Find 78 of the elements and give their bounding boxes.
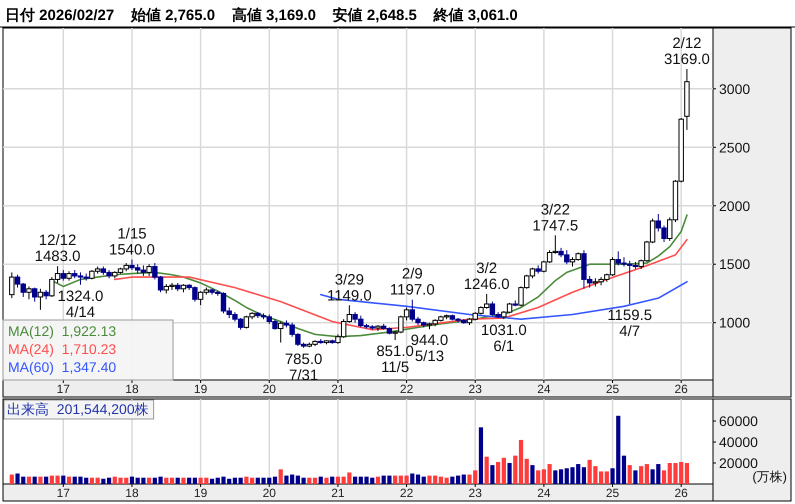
bar: [484, 456, 489, 484]
bar: [318, 476, 323, 484]
bar: [38, 476, 43, 484]
annotation: 12/12 1483.0: [34, 232, 81, 266]
y-tick-label: 20000: [719, 455, 758, 472]
bar: [176, 478, 180, 484]
x-tick-label: 23: [468, 486, 482, 500]
x-tick-label: 20: [262, 382, 276, 396]
legend: MA(12) 1,922.13 MA(24) 1,710.23 MA(60) 1,347.40: [2, 320, 174, 380]
y-tick-label: 2000: [719, 198, 750, 214]
bar: [26, 476, 32, 484]
bar: [478, 427, 484, 484]
x-tick-label: 22: [400, 486, 414, 500]
y-tick-label: 3000: [719, 80, 750, 97]
x-tick-label: 26: [674, 382, 688, 396]
x-tick-label: 22: [400, 382, 414, 396]
bar: [61, 476, 66, 484]
x-tick-label: 19: [194, 382, 208, 396]
candlestick: [60, 270, 66, 282]
bar: [628, 465, 632, 484]
x-tick-label: 24: [537, 382, 551, 396]
y-tick-label: 1500: [719, 256, 750, 272]
bar: [639, 466, 644, 484]
bar: [507, 463, 512, 484]
x-tick-label: 23: [468, 382, 482, 396]
chart-title: 日付 2026/02/27 始値 2,765.0 高値 3,169.0 安値 2,648.5 終値 3,061.0: [5, 6, 518, 24]
x-tick-label: 25: [606, 486, 620, 500]
bar: [644, 464, 649, 484]
bar: [530, 465, 535, 484]
x-tick-label: 24: [537, 486, 551, 500]
y-axis-title: (万株): [752, 469, 787, 484]
x-tick-label: 21: [331, 486, 345, 500]
annotation: 1031.0 6/1: [480, 322, 527, 356]
bar: [44, 476, 48, 484]
x-tick-label: 20: [262, 486, 276, 500]
candlestick: [26, 286, 32, 300]
bar: [347, 472, 352, 484]
bar: [393, 476, 398, 484]
bar: [633, 470, 638, 484]
bar: [376, 476, 380, 484]
x-tick-label: 26: [674, 486, 688, 500]
x-tick-label: 21: [331, 382, 345, 396]
candlestick: [32, 287, 38, 302]
candlestick: [278, 321, 284, 344]
candlestick: [38, 288, 44, 310]
bar: [32, 476, 37, 484]
bar: [147, 478, 152, 484]
annotation: 1324.0 4/14: [58, 288, 104, 321]
candlestick: [9, 272, 15, 299]
annotation: 785.0 7/31: [284, 350, 322, 384]
annotation: 3/29 1149.0: [326, 271, 372, 304]
candlestick: [146, 264, 152, 276]
bar: [324, 478, 329, 484]
candlestick: [66, 270, 72, 282]
candlestick: [43, 289, 49, 300]
y-tick-label: 1000: [719, 314, 750, 331]
annotation: 1/15 1540.0: [109, 226, 155, 259]
bar: [10, 474, 14, 484]
x-tick-label: 17: [56, 486, 70, 500]
x-tick-label: 17: [56, 382, 70, 396]
bar: [181, 478, 186, 484]
annotation: 3/2 1246.0: [464, 260, 510, 293]
bar: [66, 476, 72, 484]
x-tick-label: 25: [606, 382, 620, 396]
x-tick-label: 18: [125, 486, 139, 500]
bar: [490, 465, 494, 484]
y-tick-label: 2500: [719, 139, 750, 156]
y-tick-label: 60000: [719, 413, 758, 430]
annotation: 2/12 3169.0: [664, 35, 710, 68]
bar: [330, 476, 334, 484]
chart-title: 出来高 201,544,200株: [7, 401, 149, 417]
annotation: 3/22 1747.5: [532, 201, 578, 234]
annotation: 1159.5 4/7: [607, 307, 652, 340]
annotation: 2/9 1197.0: [390, 266, 435, 299]
bar: [278, 469, 283, 484]
y-tick-label: 40000: [719, 434, 758, 450]
x-tick-label: 19: [194, 486, 208, 500]
x-tick-label: 18: [125, 382, 139, 396]
